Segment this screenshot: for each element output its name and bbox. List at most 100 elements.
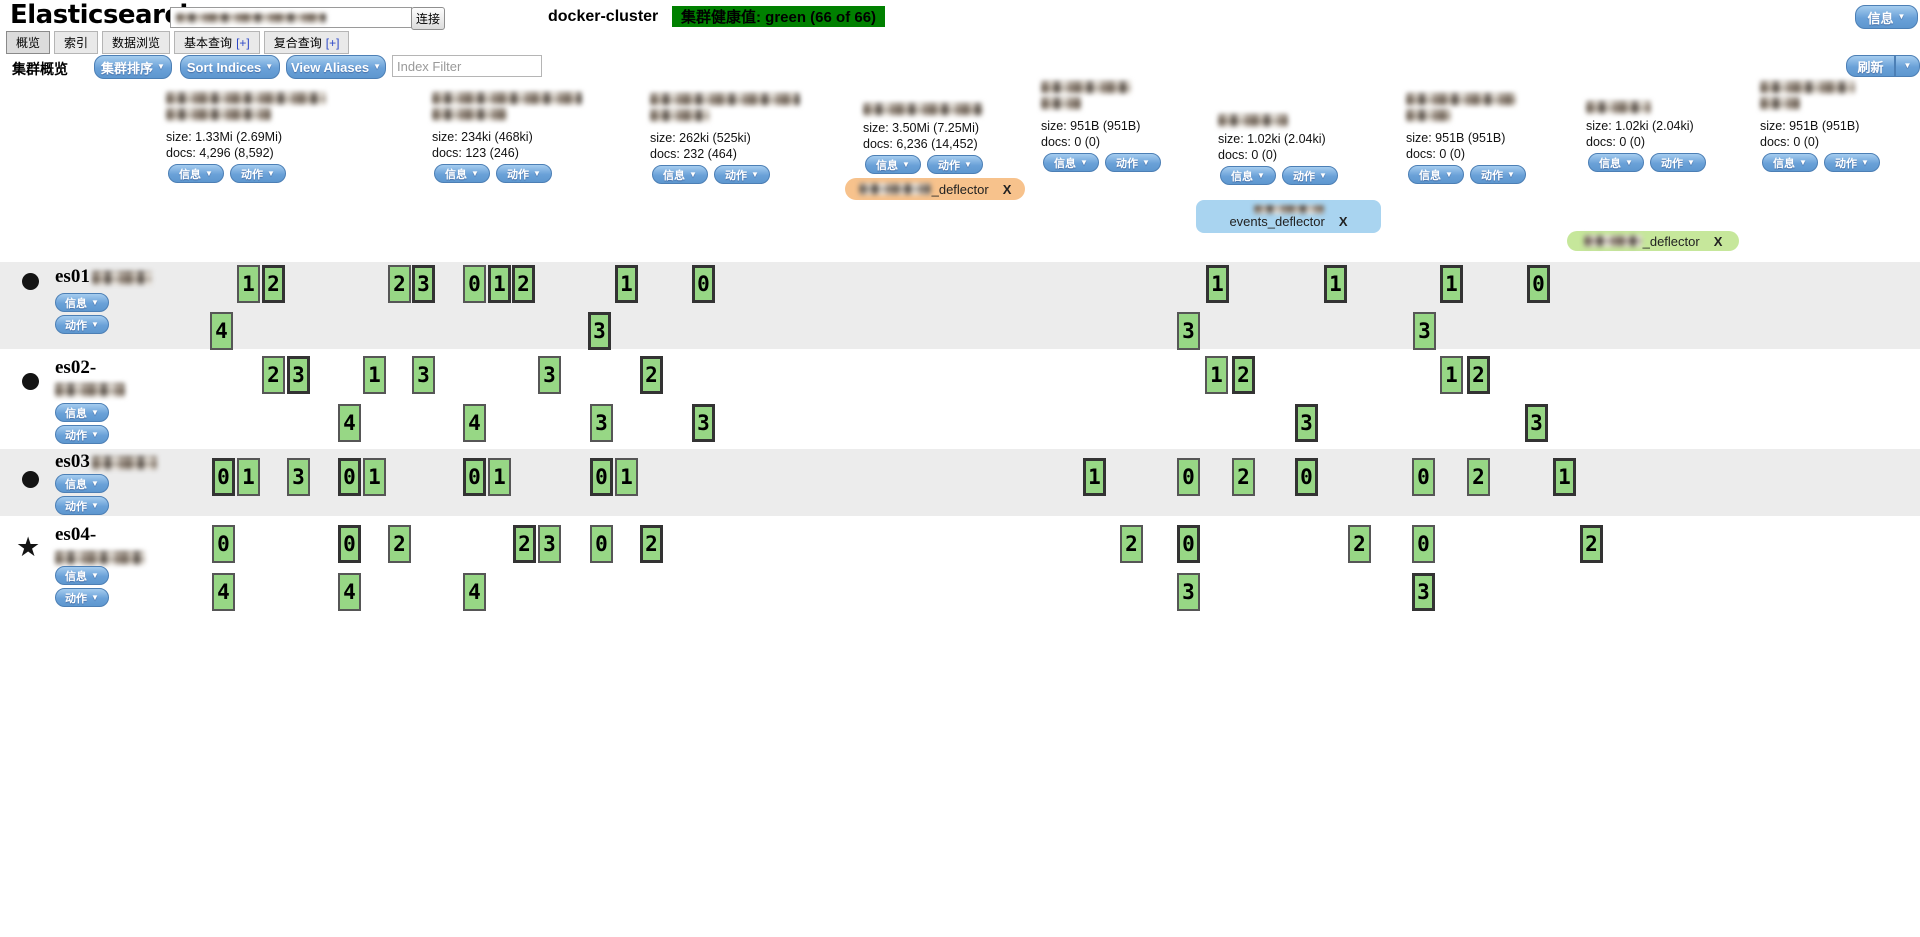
shard-box[interactable]: 0 [1412, 525, 1435, 563]
toolbar-button-view-aliases[interactable]: View Aliases ▼ [286, 55, 386, 79]
shard-box[interactable]: 3 [287, 458, 310, 496]
header-info-button[interactable]: 信息 ▼ [1855, 5, 1918, 29]
alias-tag[interactable]: _deflector X [1567, 231, 1739, 251]
shard-box[interactable]: 2 [262, 356, 285, 394]
index-action-button[interactable]: 动作 ▼ [714, 165, 770, 184]
index-info-button[interactable]: 信息 ▼ [168, 164, 224, 183]
index-action-button[interactable]: 动作 ▼ [1105, 153, 1161, 172]
shard-box[interactable]: 2 [388, 525, 411, 563]
node-action-button[interactable]: 动作 ▼ [55, 425, 109, 444]
index-filter-input[interactable] [392, 55, 542, 77]
index-info-button[interactable]: 信息 ▼ [865, 155, 921, 174]
index-action-button[interactable]: 动作 ▼ [1824, 153, 1880, 172]
index-info-button[interactable]: 信息 ▼ [1762, 153, 1818, 172]
shard-box[interactable]: 4 [338, 404, 361, 442]
shard-box[interactable]: 3 [412, 265, 435, 303]
shard-box[interactable]: 0 [338, 458, 361, 496]
shard-box[interactable]: 3 [1413, 312, 1436, 350]
shard-box[interactable]: 1 [363, 458, 386, 496]
shard-box[interactable]: 0 [212, 458, 235, 496]
shard-box[interactable]: 3 [1412, 573, 1435, 611]
shard-box[interactable]: 2 [513, 525, 536, 563]
index-action-button[interactable]: 动作 ▼ [230, 164, 286, 183]
tab-概览[interactable]: 概览 [6, 31, 51, 54]
shard-box[interactable]: 0 [1412, 458, 1435, 496]
shard-box[interactable]: 3 [1295, 404, 1318, 442]
shard-box[interactable]: 3 [1177, 573, 1200, 611]
shard-box[interactable]: 3 [1525, 404, 1548, 442]
index-action-button[interactable]: 动作 ▼ [927, 155, 983, 174]
shard-box[interactable]: 2 [640, 356, 663, 394]
shard-box[interactable]: 2 [1580, 525, 1603, 563]
index-action-button[interactable]: 动作 ▼ [1282, 166, 1338, 185]
shard-box[interactable]: 3 [538, 525, 561, 563]
shard-box[interactable]: 2 [640, 525, 663, 563]
shard-box[interactable]: 0 [692, 265, 715, 303]
toolbar-button-集群排序[interactable]: 集群排序 ▼ [94, 55, 172, 79]
shard-box[interactable]: 2 [1467, 458, 1490, 496]
shard-box[interactable]: 0 [1527, 265, 1550, 303]
shard-box[interactable]: 1 [615, 458, 638, 496]
shard-box[interactable]: 3 [412, 356, 435, 394]
shard-box[interactable]: 1 [1083, 458, 1106, 496]
connection-url-input[interactable] [170, 7, 412, 28]
alias-remove-icon[interactable]: X [1002, 181, 1012, 197]
shard-box[interactable]: 4 [212, 573, 235, 611]
shard-box[interactable]: 0 [212, 525, 235, 563]
tab-数据浏览[interactable]: 数据浏览 [102, 31, 171, 54]
shard-box[interactable]: 0 [463, 265, 486, 303]
node-info-button[interactable]: 信息 ▼ [55, 293, 109, 312]
shard-box[interactable]: 3 [590, 404, 613, 442]
node-action-button[interactable]: 动作 ▼ [55, 588, 109, 607]
node-info-button[interactable]: 信息 ▼ [55, 474, 109, 493]
shard-box[interactable]: 2 [1232, 356, 1255, 394]
shard-box[interactable]: 4 [338, 573, 361, 611]
shard-box[interactable]: 3 [588, 312, 611, 350]
shard-box[interactable]: 0 [463, 458, 486, 496]
shard-box[interactable]: 1 [1553, 458, 1576, 496]
shard-box[interactable]: 2 [512, 265, 535, 303]
shard-box[interactable]: 2 [1348, 525, 1371, 563]
shard-box[interactable]: 0 [1295, 458, 1318, 496]
node-info-button[interactable]: 信息 ▼ [55, 566, 109, 585]
shard-box[interactable]: 3 [287, 356, 310, 394]
shard-box[interactable]: 1 [488, 265, 511, 303]
shard-box[interactable]: 3 [1177, 312, 1200, 350]
shard-box[interactable]: 1 [1440, 356, 1463, 394]
node-action-button[interactable]: 动作 ▼ [55, 315, 109, 334]
tab-索引[interactable]: 索引 [54, 31, 99, 54]
index-action-button[interactable]: 动作 ▼ [1650, 153, 1706, 172]
shard-box[interactable]: 1 [1440, 265, 1463, 303]
shard-box[interactable]: 4 [463, 404, 486, 442]
index-info-button[interactable]: 信息 ▼ [1043, 153, 1099, 172]
connect-button[interactable]: 连接 [411, 7, 445, 30]
shard-box[interactable]: 0 [338, 525, 361, 563]
tab-复合查询[interactable]: 复合查询 [+] [263, 31, 350, 54]
shard-box[interactable]: 0 [1177, 525, 1200, 563]
alias-remove-icon[interactable]: X [1338, 213, 1348, 229]
index-info-button[interactable]: 信息 ▼ [1220, 166, 1276, 185]
shard-box[interactable]: 4 [463, 573, 486, 611]
shard-box[interactable]: 4 [210, 312, 233, 350]
refresh-button[interactable]: 刷新 [1846, 55, 1895, 77]
index-action-button[interactable]: 动作 ▼ [496, 164, 552, 183]
shard-box[interactable]: 0 [590, 525, 613, 563]
index-info-button[interactable]: 信息 ▼ [434, 164, 490, 183]
shard-box[interactable]: 0 [1177, 458, 1200, 496]
index-info-button[interactable]: 信息 ▼ [652, 165, 708, 184]
shard-box[interactable]: 1 [237, 265, 260, 303]
node-info-button[interactable]: 信息 ▼ [55, 403, 109, 422]
node-action-button[interactable]: 动作 ▼ [55, 496, 109, 515]
refresh-dropdown-button[interactable]: ▼ [1895, 55, 1920, 77]
toolbar-button-sort-indices[interactable]: Sort Indices ▼ [180, 55, 280, 79]
shard-box[interactable]: 2 [1467, 356, 1490, 394]
shard-box[interactable]: 3 [538, 356, 561, 394]
shard-box[interactable]: 2 [1232, 458, 1255, 496]
shard-box[interactable]: 1 [615, 265, 638, 303]
tab-基本查询[interactable]: 基本查询 [+] [174, 31, 260, 54]
alias-tag[interactable]: events_deflector X [1196, 200, 1381, 233]
shard-box[interactable]: 1 [1324, 265, 1347, 303]
shard-box[interactable]: 1 [363, 356, 386, 394]
shard-box[interactable]: 3 [692, 404, 715, 442]
shard-box[interactable]: 1 [488, 458, 511, 496]
